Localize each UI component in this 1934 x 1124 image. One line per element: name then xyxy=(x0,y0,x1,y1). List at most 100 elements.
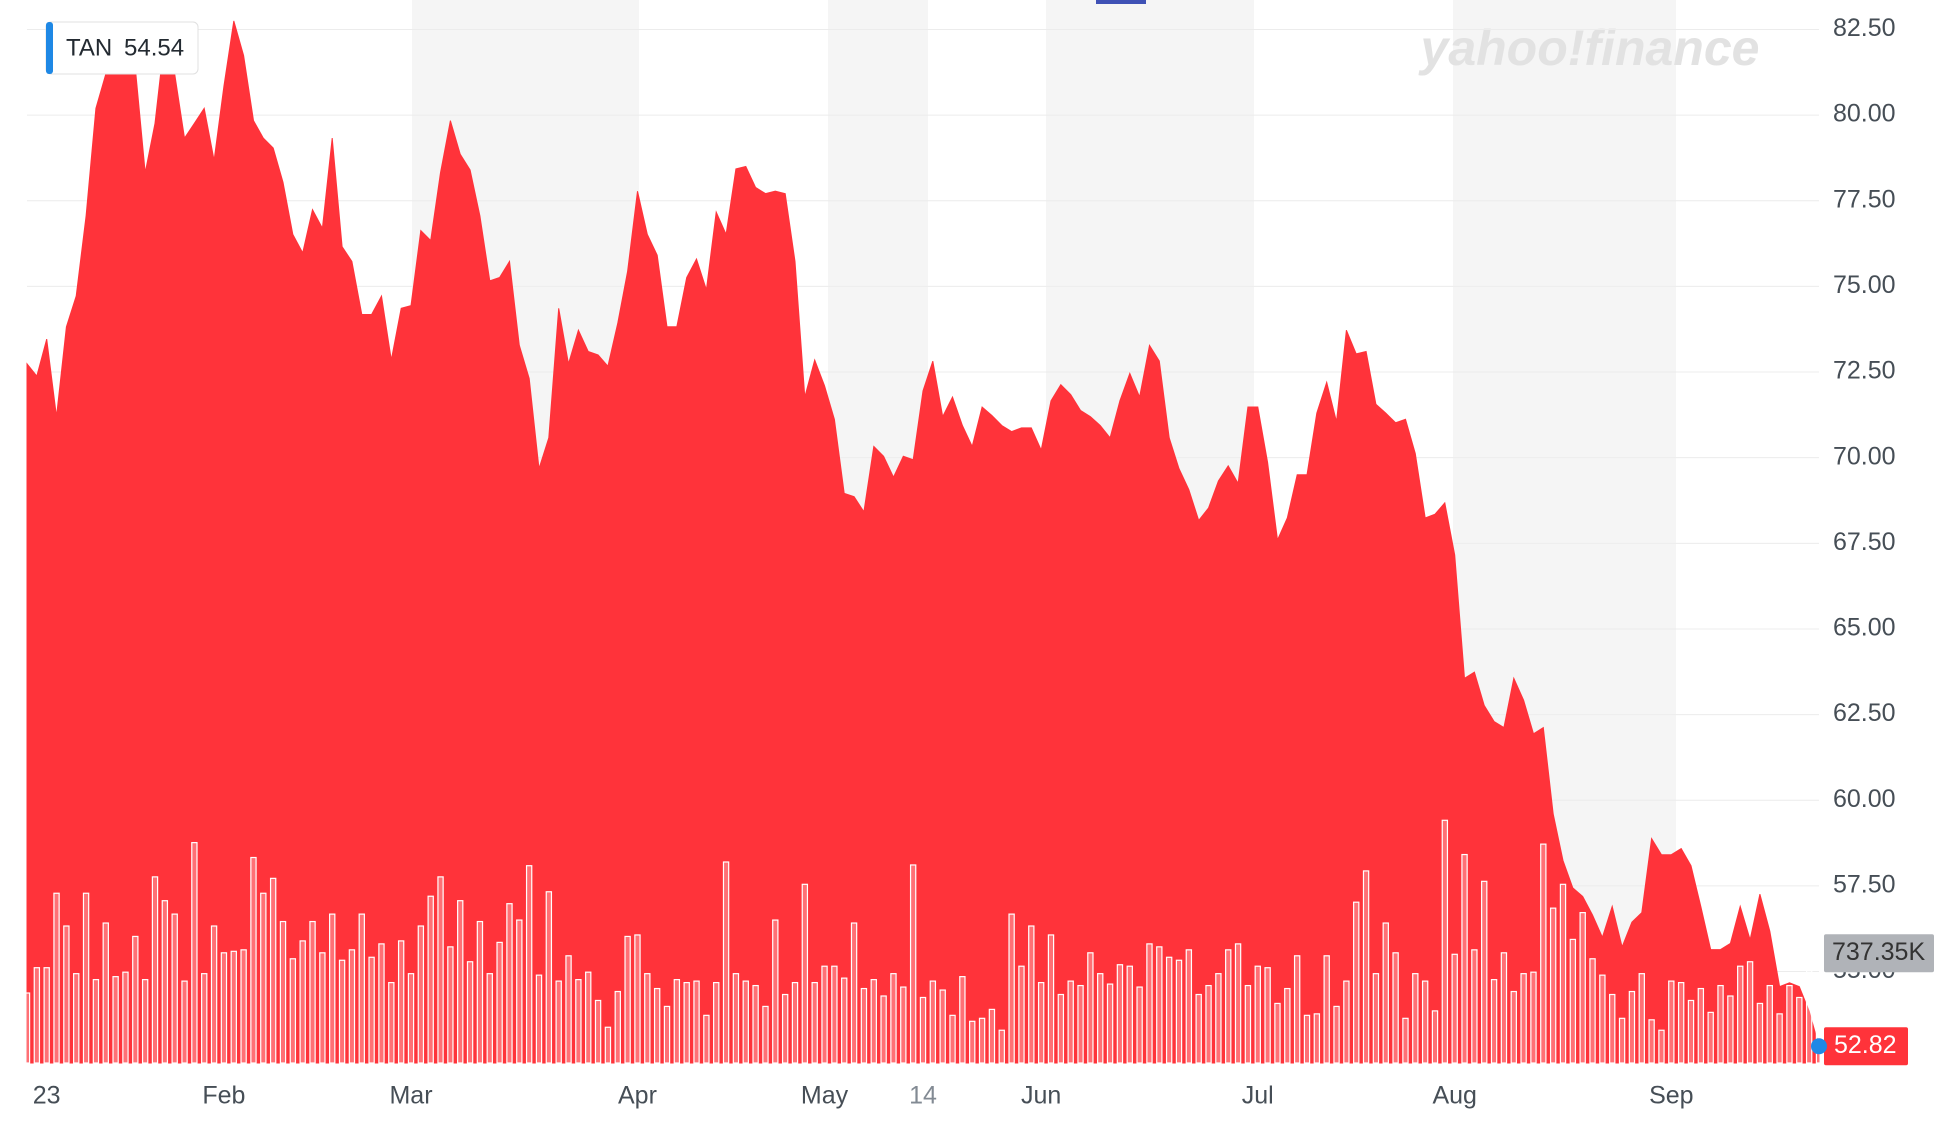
volume-bar xyxy=(1303,1014,1311,1064)
volume-bar xyxy=(348,949,356,1064)
last-price-label: 52.82 xyxy=(1834,1031,1897,1059)
volume-bar xyxy=(978,1017,986,1064)
volume-bar xyxy=(545,891,553,1064)
volume-bar xyxy=(1776,1013,1783,1064)
volume-bar xyxy=(1412,973,1419,1064)
volume-bar xyxy=(1353,901,1360,1064)
volume-bar xyxy=(476,920,484,1064)
volume-bar xyxy=(309,920,316,1064)
volume-bar xyxy=(525,865,533,1064)
volume-bar xyxy=(781,993,789,1064)
volume-bar xyxy=(644,973,651,1064)
volume-bar xyxy=(575,979,582,1064)
x-tick-label: Sep xyxy=(1649,1082,1693,1110)
volume-bar xyxy=(1205,984,1212,1064)
x-tick-label: Apr xyxy=(618,1082,657,1110)
volume-bar xyxy=(1156,946,1163,1064)
volume-bar xyxy=(1372,973,1380,1064)
volume-bar xyxy=(1264,967,1271,1064)
volume-bar xyxy=(900,986,907,1064)
volume-bar xyxy=(1490,979,1498,1064)
volume-bar xyxy=(841,977,848,1064)
volume-marker-label: 737.35K xyxy=(1832,938,1925,966)
volume-bar xyxy=(1687,999,1695,1064)
volume-bar xyxy=(358,913,365,1064)
volume-bar xyxy=(1402,1017,1409,1064)
volume-bar xyxy=(1697,987,1705,1064)
volume-bar xyxy=(496,941,503,1064)
volume-bar xyxy=(1146,943,1153,1064)
volume-bar xyxy=(92,979,100,1064)
volume-bar xyxy=(1254,965,1261,1064)
volume-bar xyxy=(762,1005,769,1064)
volume-bar xyxy=(1599,974,1606,1064)
volume-bar xyxy=(772,919,779,1064)
volume-bar xyxy=(1471,949,1478,1064)
volume-bar xyxy=(1648,1019,1655,1064)
volume-bar xyxy=(1106,983,1114,1064)
volume-bar xyxy=(132,935,139,1064)
volume-bar xyxy=(1343,980,1350,1064)
volume-bar xyxy=(1431,1010,1439,1064)
volume-bar xyxy=(1087,952,1094,1064)
volume-bar xyxy=(1126,965,1133,1064)
legend-name: TAN xyxy=(66,34,112,61)
volume-bar xyxy=(1175,959,1183,1064)
volume-bar xyxy=(427,895,434,1064)
volume-bar xyxy=(1717,984,1724,1064)
volume-bar xyxy=(230,950,237,1064)
legend-swatch xyxy=(46,22,53,74)
volume-bar xyxy=(141,979,149,1064)
y-tick-label: 57.50 xyxy=(1833,870,1896,898)
volume-bar xyxy=(1421,980,1429,1064)
x-tick-label: 23 xyxy=(33,1082,61,1110)
volume-bar xyxy=(1510,990,1517,1064)
volume-bar xyxy=(1225,949,1232,1064)
volume-bar xyxy=(437,876,444,1064)
volume-bar xyxy=(73,973,80,1064)
y-tick-label: 60.00 xyxy=(1833,785,1896,813)
volume-bar xyxy=(1756,1002,1764,1064)
volume-bar xyxy=(191,842,198,1064)
price-area xyxy=(26,20,1820,1064)
volume-bar xyxy=(1195,993,1202,1064)
volume-bar xyxy=(890,973,897,1064)
x-tick-label: Mar xyxy=(389,1082,432,1110)
volume-bar xyxy=(801,883,809,1064)
volume-bar xyxy=(1589,958,1596,1064)
volume-bar xyxy=(1559,883,1567,1064)
volume-bar xyxy=(1520,973,1527,1064)
volume-bar xyxy=(1677,981,1685,1064)
volume-bar xyxy=(998,1029,1005,1064)
volume-bar xyxy=(1737,965,1744,1064)
volume-bar xyxy=(703,1014,710,1064)
volume-bar xyxy=(33,967,41,1064)
volume-bar xyxy=(161,900,169,1064)
legend-value: 54.54 xyxy=(124,34,184,61)
volume-bar xyxy=(752,984,759,1064)
volume-bar xyxy=(969,1020,976,1064)
volume-bar xyxy=(1008,913,1015,1064)
volume-bar xyxy=(1727,995,1734,1064)
volume-bar xyxy=(1165,956,1173,1064)
volume-bar xyxy=(1441,819,1449,1064)
y-tick-label: 62.50 xyxy=(1833,699,1896,727)
volume-bar xyxy=(63,925,70,1064)
y-tick-label: 77.50 xyxy=(1833,185,1896,213)
last-point xyxy=(1811,1038,1827,1055)
volume-bar xyxy=(929,980,937,1064)
volume-bar xyxy=(860,987,868,1064)
volume-bar xyxy=(260,892,267,1064)
volume-bar xyxy=(1609,993,1616,1064)
volume-bar xyxy=(1766,984,1773,1064)
y-tick-label: 67.50 xyxy=(1833,528,1896,556)
volume-bar xyxy=(624,935,631,1064)
volume-bar xyxy=(663,1005,671,1064)
volume-bar xyxy=(1047,934,1055,1064)
volume-bar xyxy=(1500,952,1508,1064)
volume-bar xyxy=(565,955,572,1064)
x-tick-label: 14 xyxy=(909,1082,937,1110)
volume-bar xyxy=(535,974,543,1064)
x-tick-label: May xyxy=(801,1082,849,1110)
volume-bar xyxy=(673,979,681,1064)
